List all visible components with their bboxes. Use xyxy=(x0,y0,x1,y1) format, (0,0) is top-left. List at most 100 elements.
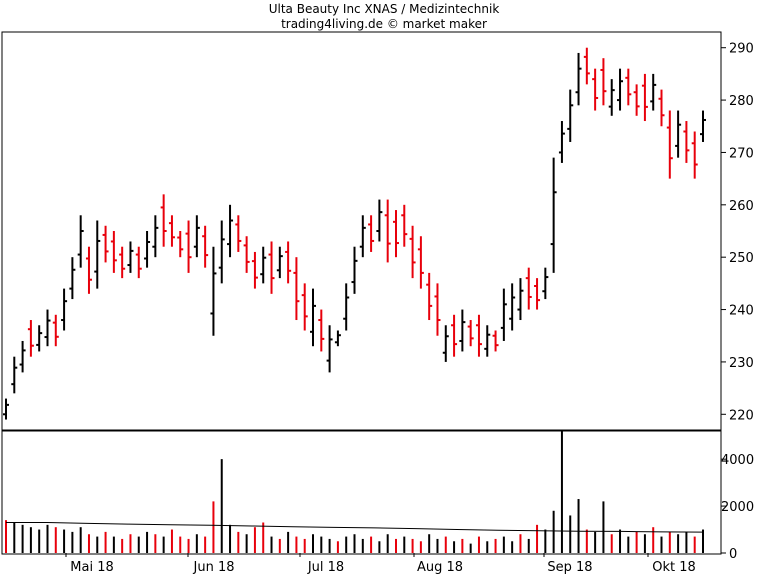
chart-title: Ulta Beauty Inc XNAS / Medizintechnik xyxy=(269,2,500,16)
price-bar xyxy=(509,283,516,331)
price-bar xyxy=(442,325,449,362)
price-bar xyxy=(310,288,317,347)
price-bar xyxy=(185,220,192,273)
price-bar xyxy=(243,236,250,273)
x-tick-label: Okt 18 xyxy=(652,560,696,575)
price-bar xyxy=(144,231,151,268)
price-bar xyxy=(658,89,665,127)
price-bar xyxy=(168,215,175,247)
price-bar xyxy=(218,220,225,284)
price-bar xyxy=(542,267,549,300)
price-tick-label: 260 xyxy=(729,199,754,214)
price-bar xyxy=(567,89,574,142)
price-bar xyxy=(534,278,541,310)
price-bar xyxy=(202,225,209,268)
volume-panel-frame xyxy=(1,430,722,555)
chart-subtitle: trading4living.de © market maker xyxy=(281,17,487,31)
price-bar xyxy=(61,288,68,331)
price-bar xyxy=(52,314,59,347)
price-bar xyxy=(633,84,640,116)
price-bar xyxy=(318,309,325,352)
x-tick-label: Jul 18 xyxy=(307,560,344,575)
price-bar xyxy=(392,210,399,258)
price-bar xyxy=(359,215,366,258)
price-bar xyxy=(550,157,557,273)
price-bar xyxy=(368,215,375,252)
volume-tick-label: 4000 xyxy=(721,453,754,468)
price-bar xyxy=(326,325,333,373)
price-bar xyxy=(152,215,159,258)
price-bar xyxy=(127,241,134,273)
price-bar xyxy=(210,246,217,336)
price-bar xyxy=(276,246,283,279)
price-bar xyxy=(492,330,499,352)
x-tick-label: Aug 18 xyxy=(417,560,463,575)
price-bar xyxy=(484,325,491,357)
price-tick-label: 270 xyxy=(729,146,754,161)
price-bar xyxy=(401,204,408,247)
price-bar xyxy=(227,204,234,258)
price-bar xyxy=(102,225,109,263)
price-bar xyxy=(434,283,441,336)
price-bar xyxy=(235,215,242,252)
price-bar xyxy=(650,73,657,111)
price-bar xyxy=(675,110,682,158)
price-bar xyxy=(592,68,599,111)
volume-average-line xyxy=(6,522,704,533)
x-tick-label: Sep 18 xyxy=(547,560,592,575)
price-bar xyxy=(268,241,275,294)
price-bar xyxy=(608,79,615,116)
price-bar xyxy=(36,325,43,352)
price-bar xyxy=(19,340,26,373)
price-tick-label: 220 xyxy=(729,408,754,423)
price-bar xyxy=(625,68,632,106)
price-bar xyxy=(617,68,624,111)
price-bar xyxy=(110,231,117,273)
price-axis: 220 230 240 250 260 270 280 290 xyxy=(721,42,754,423)
price-bar xyxy=(583,47,590,85)
price-bar xyxy=(135,246,142,279)
price-bar xyxy=(459,309,466,352)
price-bar xyxy=(426,272,433,321)
volume-axis: 0 2000 4000 xyxy=(721,453,754,562)
price-bar xyxy=(451,314,458,357)
price-bar xyxy=(301,283,308,331)
price-bar xyxy=(27,320,34,357)
price-tick-label: 230 xyxy=(729,356,754,371)
x-tick-label: Mai 18 xyxy=(70,560,113,575)
price-bars xyxy=(3,47,706,420)
price-tick-label: 290 xyxy=(729,42,754,57)
volume-tick-label: 2000 xyxy=(721,500,754,515)
price-bar xyxy=(343,283,350,331)
price-tick-label: 280 xyxy=(729,94,754,109)
price-bar xyxy=(525,267,532,310)
price-bar xyxy=(177,231,184,258)
x-tick-label: Jun 18 xyxy=(193,560,235,575)
price-bar xyxy=(94,220,101,289)
price-bar xyxy=(11,356,18,394)
price-tick-label: 240 xyxy=(729,304,754,319)
price-bar xyxy=(193,215,200,258)
price-bar xyxy=(641,73,648,122)
price-bar xyxy=(3,398,9,420)
price-bar xyxy=(77,215,84,268)
price-bar xyxy=(334,330,341,347)
price-bar xyxy=(160,194,167,247)
price-bar xyxy=(285,241,292,284)
price-bar xyxy=(500,288,507,341)
volume-tick-label: 0 xyxy=(729,547,737,562)
price-bar xyxy=(260,246,267,284)
price-bar xyxy=(467,320,474,347)
price-bar xyxy=(351,246,358,294)
price-bar xyxy=(700,110,706,142)
price-bar xyxy=(600,58,607,106)
price-bar xyxy=(251,251,258,289)
price-bar xyxy=(44,309,51,347)
price-bar xyxy=(691,131,698,179)
price-bar xyxy=(666,110,673,179)
price-bar xyxy=(683,121,690,163)
price-bar xyxy=(517,278,524,321)
price-bar xyxy=(575,52,582,106)
price-bar xyxy=(475,314,482,357)
price-bar xyxy=(293,257,300,321)
